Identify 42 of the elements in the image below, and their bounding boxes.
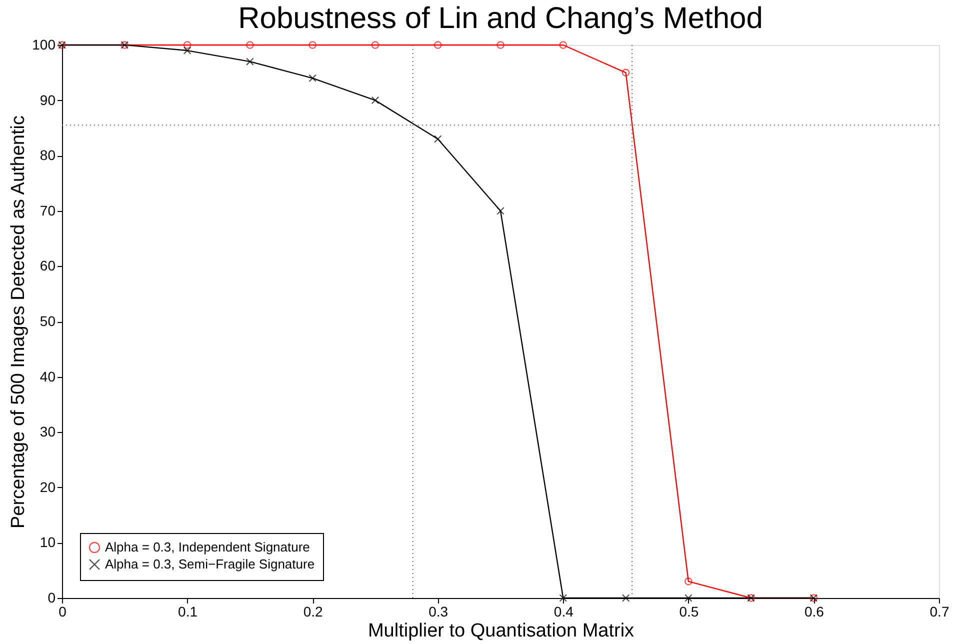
point [622, 594, 630, 602]
y-tick-label: 30 [40, 424, 56, 440]
point [684, 594, 692, 602]
point [183, 41, 192, 49]
y-tick-label: 60 [40, 258, 56, 274]
point [246, 41, 254, 49]
x-tick-label: 0.4 [554, 604, 574, 620]
x-tick-label: 0.1 [178, 604, 198, 620]
y-tick-label: 80 [40, 147, 56, 164]
point [246, 58, 254, 66]
y-tick-label: 10 [40, 534, 56, 550]
y-tick-label: 40 [40, 368, 56, 384]
x-tick-label: 0.6 [804, 604, 824, 620]
point [559, 41, 568, 49]
y-tick-label: 20 [40, 478, 56, 495]
point [496, 41, 504, 49]
point [371, 41, 380, 49]
chart-title: Robustness of Lin and Chang’s Method [238, 2, 763, 35]
x-tick-label: 0.5 [679, 604, 699, 620]
y-tick-label: 0 [48, 590, 56, 606]
point [308, 74, 316, 82]
point [622, 68, 630, 77]
legend-label: Alpha = 0.3, Independent Signature [105, 540, 310, 554]
point [434, 41, 442, 49]
y-tick-label: 50 [40, 313, 56, 329]
point [684, 578, 692, 586]
point [371, 96, 380, 104]
x-tick-label: 0.7 [930, 604, 950, 620]
y-tick-label: 90 [40, 92, 56, 108]
point [183, 46, 192, 54]
point [559, 594, 568, 602]
legend-label: Alpha = 0.3, Semi−Fragile Signature [105, 556, 315, 572]
x-tick-label: 0.2 [303, 604, 324, 620]
point [496, 206, 504, 215]
y-tick-label: 100 [32, 36, 56, 52]
x-tick-label: 0 [58, 604, 67, 620]
y-tick-label: 70 [40, 202, 56, 218]
point [308, 41, 316, 49]
y-axis-title: Percentage of 500 Images Detected as Authentic [8, 116, 30, 528]
x-tick-label: 0.3 [428, 604, 448, 620]
point [434, 135, 442, 143]
x-axis-title: Multiplier to Quantisation Matrix [368, 620, 635, 642]
